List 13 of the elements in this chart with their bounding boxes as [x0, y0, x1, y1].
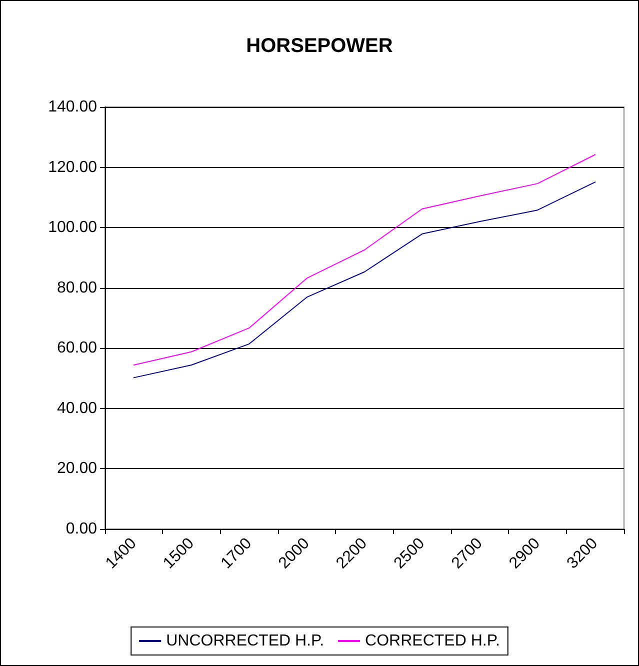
y-tick-label: 120.00 — [48, 158, 98, 176]
y-tick-label: 20.00 — [56, 460, 98, 478]
y-tick-label: 140.00 — [48, 98, 98, 116]
y-tick-label: 60.00 — [56, 340, 98, 357]
chart-title: HORSEPOWER — [246, 35, 394, 57]
y-tick-label: 0.00 — [66, 520, 98, 538]
legend-label: UNCORRECTED H.P. — [166, 632, 324, 650]
y-tick-label: 100.00 — [48, 219, 98, 236]
line-series — [133, 154, 596, 366]
y-tick-label: 40.00 — [56, 400, 98, 417]
legend-label: CORRECTED H.P. — [365, 632, 500, 650]
line-series — [133, 182, 596, 378]
y-tick-label: 80.00 — [56, 279, 98, 296]
